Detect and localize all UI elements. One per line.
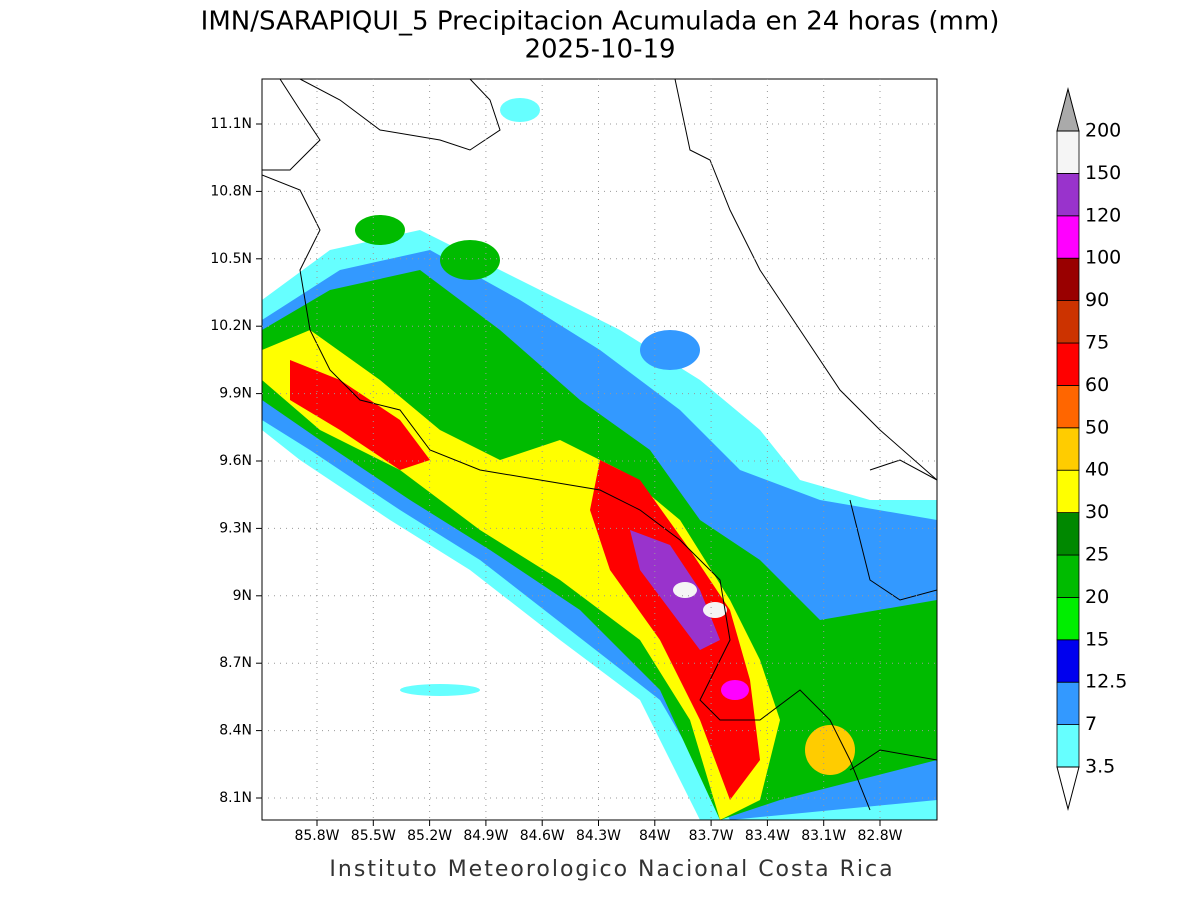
color-box	[1056, 172, 1080, 217]
legend-label: 90	[1085, 289, 1109, 311]
coastlines	[262, 79, 937, 811]
color-box	[1056, 597, 1080, 641]
lon-label: 85.8W	[294, 828, 339, 844]
lon-label: 84.9W	[463, 828, 508, 844]
over-triangle	[1056, 87, 1080, 132]
lat-label: 10.5N	[210, 251, 252, 267]
under-triangle	[1056, 766, 1080, 811]
color-box	[1056, 130, 1080, 174]
legend-label: 40	[1085, 459, 1109, 481]
color-box	[1056, 427, 1080, 471]
legend-label: 25	[1085, 544, 1109, 566]
lon-label: 83.4W	[745, 828, 790, 844]
color-box	[1056, 512, 1080, 556]
color-box	[1056, 342, 1080, 386]
legend-label: 75	[1085, 332, 1109, 354]
lat-label: 9N	[233, 588, 252, 604]
lon-label: 85.5W	[351, 828, 396, 844]
legend-label: 7	[1085, 713, 1097, 735]
color-box	[1056, 469, 1080, 514]
color-box	[1056, 384, 1080, 429]
lon-label: 84.6W	[520, 828, 565, 844]
color-box	[1056, 554, 1080, 598]
legend-label: 100	[1085, 247, 1121, 269]
lat-label: 8.7N	[219, 655, 252, 671]
precipitation-field	[262, 98, 937, 820]
legend-label: 3.5	[1085, 756, 1115, 778]
lat-label: 9.3N	[219, 520, 252, 536]
legend-label: 50	[1085, 416, 1109, 438]
date: 2025-10-19	[524, 35, 675, 65]
lat-label: 10.2N	[210, 318, 252, 334]
lon-label: 84W	[639, 828, 671, 844]
lat-label: 8.4N	[219, 723, 252, 739]
legend-label: 20	[1085, 586, 1109, 608]
lon-label: 83.1W	[801, 828, 846, 844]
legend-label: 12.5	[1085, 671, 1127, 693]
lon-label: 82.8W	[857, 828, 902, 844]
color-box	[1056, 300, 1080, 344]
lat-label: 11.1N	[210, 116, 252, 132]
map-frame	[261, 78, 938, 821]
lat-label: 10.8N	[210, 183, 252, 199]
color-box	[1056, 639, 1080, 683]
legend-label: 200	[1085, 120, 1121, 142]
legend-label: 120	[1085, 204, 1121, 226]
lon-label: 85.2W	[407, 828, 452, 844]
lat-label: 9.6N	[219, 453, 252, 469]
color-box	[1056, 215, 1080, 259]
color-box	[1056, 681, 1080, 726]
legend-label: 60	[1085, 374, 1109, 396]
lat-label: 8.1N	[219, 790, 252, 806]
lon-label: 84.3W	[576, 828, 621, 844]
color-box	[1056, 724, 1080, 768]
legend-label: 30	[1085, 501, 1109, 523]
footer: Instituto Meteorologico Nacional Costa R…	[329, 857, 894, 882]
color-box	[1056, 257, 1080, 302]
lat-label: 9.9N	[219, 386, 252, 402]
legend-label: 15	[1085, 628, 1109, 650]
title: IMN/SARAPIQUI_5 Precipitacion Acumulada …	[201, 7, 1000, 37]
lon-label: 83.7W	[689, 828, 734, 844]
legend-label: 150	[1085, 162, 1121, 184]
